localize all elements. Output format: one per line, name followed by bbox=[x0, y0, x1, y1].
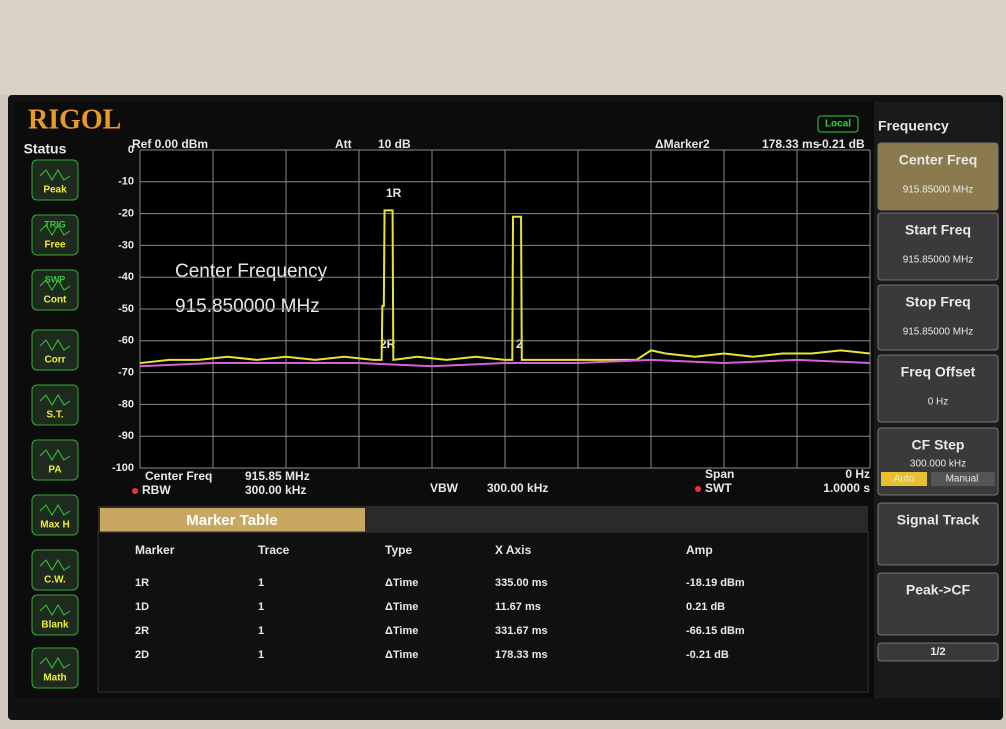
rbw-dot bbox=[132, 488, 138, 494]
page-indicator: 1/2 bbox=[930, 646, 945, 658]
status-label: Max H bbox=[40, 520, 69, 531]
table-cell: ΔTime bbox=[385, 577, 418, 589]
att-label: Att bbox=[335, 137, 352, 151]
status-label: Corr bbox=[44, 355, 65, 366]
table-cell: 1 bbox=[258, 601, 264, 613]
y-tick-label: -20 bbox=[118, 208, 134, 220]
table-cell: ΔTime bbox=[385, 649, 418, 661]
status-label: Peak bbox=[43, 185, 67, 196]
rbw-label: RBW bbox=[142, 483, 171, 497]
frame bbox=[0, 0, 1006, 95]
menu-label: Start Freq bbox=[905, 222, 971, 238]
table-cell: -66.15 dBm bbox=[686, 625, 745, 637]
vbw-value: 300.00 kHz bbox=[487, 481, 548, 495]
y-tick-label: 0 bbox=[128, 144, 134, 156]
y-tick-label: -60 bbox=[118, 335, 134, 347]
table-header: Trace bbox=[258, 543, 290, 557]
table-cell: 1D bbox=[135, 601, 149, 613]
att-value: 10 dB bbox=[378, 137, 411, 151]
table-cell: 335.00 ms bbox=[495, 577, 548, 589]
status-label: Blank bbox=[41, 620, 69, 631]
swt-label: SWT bbox=[705, 481, 732, 495]
screen: RIGOL Local Status Ref 0.00 dBm Att 10 d… bbox=[0, 0, 1006, 729]
page: RIGOL Local Status Ref 0.00 dBm Att 10 d… bbox=[0, 0, 1006, 729]
menu-option-label: Manual bbox=[946, 474, 979, 485]
y-tick-label: -70 bbox=[118, 367, 134, 379]
y-tick-label: -50 bbox=[118, 303, 134, 315]
table-cell: 0.21 dB bbox=[686, 601, 725, 613]
menu-title: Frequency bbox=[878, 118, 949, 134]
center-label: Center Freq bbox=[145, 469, 212, 483]
y-tick-label: -10 bbox=[118, 176, 134, 188]
status-label: Cont bbox=[44, 295, 67, 306]
menu-option-label: Auto bbox=[894, 474, 915, 485]
menu-value: 915.85000 MHz bbox=[903, 185, 974, 196]
marker-tag: 1R bbox=[386, 186, 402, 200]
table-header: X Axis bbox=[495, 543, 532, 557]
table-cell: ΔTime bbox=[385, 601, 418, 613]
table-cell: 11.67 ms bbox=[495, 601, 541, 613]
table-title: Marker Table bbox=[186, 512, 277, 529]
table-cell: -0.21 dB bbox=[686, 649, 729, 661]
swt-dot bbox=[695, 486, 701, 492]
marker-y: -0.21 dB bbox=[818, 137, 865, 151]
y-tick-label: -30 bbox=[118, 239, 134, 251]
annotation: Center Frequency bbox=[175, 261, 328, 282]
vbw-label: VBW bbox=[430, 481, 459, 495]
menu-label: Peak->CF bbox=[906, 582, 971, 598]
table-cell: 2D bbox=[135, 649, 149, 661]
table-cell: 178.33 ms bbox=[495, 649, 548, 661]
status-label: PA bbox=[48, 465, 61, 476]
menu-value: 915.85000 MHz bbox=[903, 327, 974, 338]
menu-label: CF Step bbox=[912, 437, 965, 453]
table-header: Marker bbox=[135, 543, 175, 557]
menu-label: Freq Offset bbox=[901, 364, 976, 380]
rbw-value: 300.00 kHz bbox=[245, 483, 306, 497]
table-cell: 2R bbox=[135, 625, 149, 637]
table-cell: 1 bbox=[258, 577, 264, 589]
menu-value: 300.000 kHz bbox=[910, 459, 966, 470]
menu-label: Signal Track bbox=[897, 512, 980, 528]
marker-x: 178.33 ms bbox=[762, 137, 820, 151]
table-cell: 1 bbox=[258, 649, 264, 661]
table-cell: 331.67 ms bbox=[495, 625, 548, 637]
status-title: Status bbox=[24, 141, 67, 157]
table-header: Amp bbox=[686, 543, 713, 557]
table-cell: 1R bbox=[135, 577, 149, 589]
status-label: S.T. bbox=[46, 410, 63, 421]
status-label: Math bbox=[43, 673, 66, 684]
menu-label: Center Freq bbox=[899, 152, 978, 168]
status-label: C.W. bbox=[44, 575, 66, 586]
marker-label: ΔMarker2 bbox=[655, 137, 710, 151]
center-value: 915.85 MHz bbox=[245, 469, 310, 483]
ref-level: Ref 0.00 dBm bbox=[132, 137, 208, 151]
menu-value: 0 Hz bbox=[928, 397, 949, 408]
status-top: SWP bbox=[45, 274, 66, 284]
table-header: Type bbox=[385, 543, 412, 557]
menu-value: 915.85000 MHz bbox=[903, 255, 974, 266]
swt-value: 1.0000 s bbox=[823, 481, 870, 495]
annotation: 915.850000 MHz bbox=[175, 296, 320, 317]
menu-label: Stop Freq bbox=[905, 294, 970, 310]
y-tick-label: -40 bbox=[118, 271, 134, 283]
brand: RIGOL bbox=[28, 104, 121, 135]
table-cell: -18.19 dBm bbox=[686, 577, 745, 589]
status-top: TRIG bbox=[44, 219, 66, 229]
y-tick-label: -100 bbox=[112, 462, 134, 474]
span-value: 0 Hz bbox=[845, 467, 870, 481]
marker-table bbox=[98, 532, 868, 692]
table-cell: 1 bbox=[258, 625, 264, 637]
y-tick-label: -90 bbox=[118, 430, 134, 442]
span-label: Span bbox=[705, 467, 734, 481]
status-label: Free bbox=[44, 240, 66, 251]
y-tick-label: -80 bbox=[118, 398, 134, 410]
mode: Local bbox=[825, 119, 851, 130]
table-cell: ΔTime bbox=[385, 625, 418, 637]
